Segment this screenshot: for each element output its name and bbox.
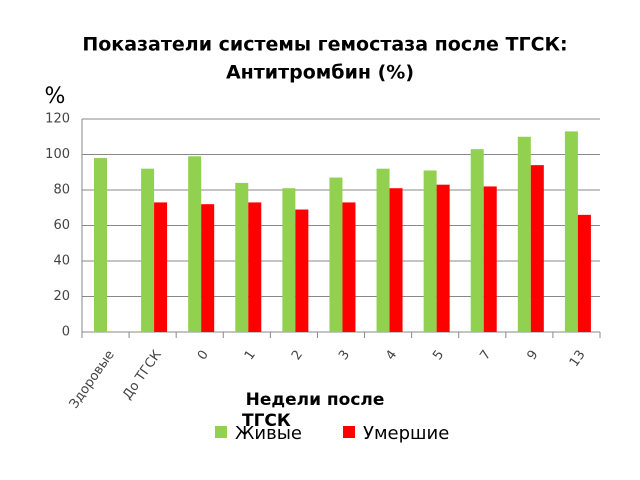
y-tick-label: 0 xyxy=(62,325,70,340)
y-tick-label: 40 xyxy=(53,254,70,269)
bar xyxy=(154,202,168,332)
x-tick-label: 1 xyxy=(242,348,259,363)
bar xyxy=(436,184,450,332)
x-tick-label: 2 xyxy=(289,348,306,363)
bar xyxy=(329,177,343,332)
x-axis-label: ТГСК xyxy=(242,411,291,431)
y-tick-label: 60 xyxy=(53,218,70,233)
legend-swatch xyxy=(343,426,355,438)
bar xyxy=(470,149,484,332)
y-tick-label: 20 xyxy=(53,289,70,304)
bar xyxy=(248,202,262,332)
x-tick-label: 3 xyxy=(336,348,353,363)
chart-title: Показатели системы гемостаза после ТГСК: xyxy=(82,34,567,56)
y-axis-label: % xyxy=(45,84,66,109)
bar xyxy=(517,136,531,332)
bar xyxy=(201,204,215,332)
legend-label: Живые xyxy=(235,423,302,444)
bar xyxy=(282,188,296,332)
legend-label: Умершие xyxy=(363,423,449,444)
bar xyxy=(235,182,249,332)
y-tick-label: 120 xyxy=(45,112,70,127)
bar xyxy=(376,168,390,332)
bar xyxy=(530,165,544,332)
y-tick-label: 80 xyxy=(53,183,70,198)
legend-swatch xyxy=(215,426,227,438)
bar xyxy=(188,156,202,332)
bar xyxy=(389,188,403,332)
x-tick-label: 0 xyxy=(195,348,212,363)
x-tick-label: 7 xyxy=(477,348,494,363)
bar xyxy=(577,214,591,332)
bar xyxy=(94,158,107,332)
bar xyxy=(483,186,497,332)
x-tick-label: 5 xyxy=(430,348,447,363)
x-tick-label: Здоровые xyxy=(67,348,118,412)
x-axis-label: Недели после xyxy=(246,390,385,410)
y-tick-label: 100 xyxy=(45,147,70,162)
bar xyxy=(564,131,578,332)
bar xyxy=(141,168,155,332)
x-tick-label: 4 xyxy=(383,348,400,363)
bar xyxy=(342,202,356,332)
bar xyxy=(423,170,437,332)
x-tick-label: 9 xyxy=(524,348,541,363)
bar xyxy=(295,209,309,332)
x-tick-label: 13 xyxy=(567,348,589,370)
chart-title: Антитромбин (%) xyxy=(226,62,414,84)
x-tick-label: До ТГСК xyxy=(120,348,165,403)
